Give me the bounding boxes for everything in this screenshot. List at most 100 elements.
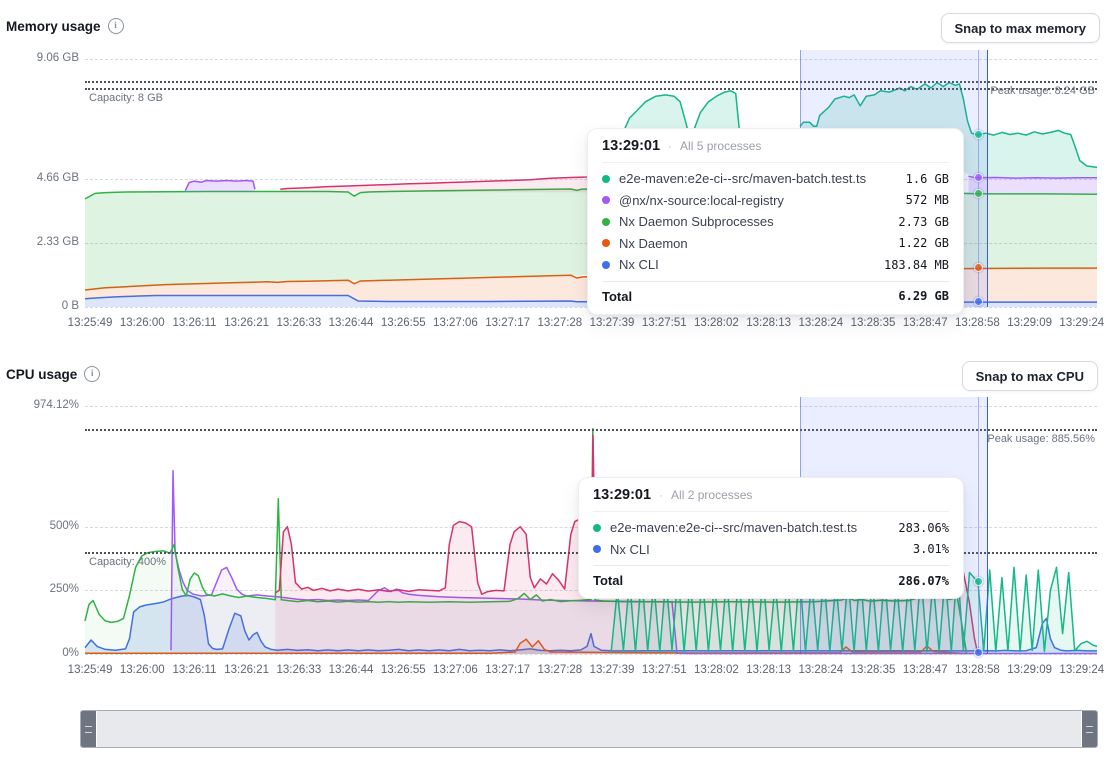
x-axis-label: 13:28:35 <box>850 317 896 329</box>
hover-dot <box>974 188 984 198</box>
tooltip-time: 13:29:01 <box>593 487 652 503</box>
series-color-dot-icon <box>602 239 610 248</box>
series-color-dot-icon <box>593 523 601 532</box>
cpu-header: CPU usage i <box>6 366 101 382</box>
info-icon[interactable]: i <box>84 366 101 382</box>
x-axis-label: 13:26:21 <box>224 317 270 329</box>
x-axis-label: 13:27:06 <box>433 664 478 676</box>
x-axis-label: 13:28:58 <box>955 664 1000 676</box>
series-line--nx-nx-source-local-registry <box>184 179 256 192</box>
x-axis-label: 13:28:13 <box>746 317 791 329</box>
x-axis-label: 13:28:47 <box>902 664 948 676</box>
tooltip-row: @nx/nx-source:local-registry 572 MB <box>602 190 949 212</box>
series-area-nx-daemon <box>85 639 966 654</box>
y-axis-label: 0% <box>62 647 79 659</box>
x-axis-label: 13:26:11 <box>172 664 217 676</box>
tooltip-total-value: 6.29 GB <box>898 289 949 303</box>
x-axis-label: 13:29:09 <box>1007 317 1052 329</box>
y-axis-label: 500% <box>49 519 79 532</box>
cpu-chart[interactable]: 13:29:01 · All 2 processes e2e-maven:e2e… <box>34 397 1104 676</box>
tooltip-total-row: Total 6.29 GB <box>602 280 949 306</box>
x-axis-label: 13:27:06 <box>433 317 478 329</box>
hover-line <box>974 50 984 307</box>
series-line--nx-nx-source-local-registry <box>170 469 1097 655</box>
x-axis-label: 13:26:55 <box>380 317 426 329</box>
hover-dot <box>974 648 984 658</box>
hover-line <box>974 397 984 658</box>
tooltip-total-label: Total <box>593 573 624 588</box>
x-axis-label: 13:28:02 <box>694 664 739 676</box>
tooltip-rows: e2e-maven:e2e-ci--src/maven-batch.test.t… <box>602 163 949 278</box>
y-axis-label: 4.66 GB <box>36 172 79 185</box>
snap-to-max-cpu-button[interactable]: Snap to max CPU <box>961 361 1098 391</box>
y-axis-label: 9.06 GB <box>36 52 79 64</box>
x-axis-label: 13:26:33 <box>276 664 322 676</box>
hover-dot <box>974 129 984 139</box>
x-axis-label: 13:27:17 <box>485 317 531 329</box>
x-axis-label: 13:27:28 <box>537 317 583 329</box>
grip-icon <box>85 725 92 733</box>
y-axis-label: 250% <box>49 583 79 596</box>
memory-tooltip: 13:29:01 · All 5 processes e2e-maven:e2e… <box>587 128 964 315</box>
tooltip-row: Nx CLI 3.01% <box>593 539 949 561</box>
tooltip-row-label: Nx Daemon <box>619 235 688 251</box>
tooltip-total-value: 286.07% <box>898 573 949 588</box>
tooltip-header: 13:29:01 · All 2 processes <box>593 487 949 512</box>
brush-handle-right[interactable] <box>1081 711 1097 747</box>
tooltip-row-value: 572 MB <box>905 193 949 208</box>
snap-to-max-memory-button[interactable]: Snap to max memory <box>940 13 1100 43</box>
x-axis-label: 13:26:00 <box>119 664 165 676</box>
x-axis-label: 13:27:28 <box>537 664 583 676</box>
x-axis-label: 13:26:00 <box>119 317 165 329</box>
brush-handle-left[interactable] <box>81 711 97 747</box>
tooltip-row-value: 1.6 GB <box>905 171 949 186</box>
x-axis-label: 13:29:24 <box>1059 664 1105 676</box>
series-area--nx-nx-source-local-registry <box>171 470 1097 654</box>
tooltip-row-label: e2e-maven:e2e-ci--src/maven-batch.test.t… <box>610 520 858 536</box>
series-area-nx-cli <box>85 595 1097 654</box>
tooltip-subtitle: All 2 processes <box>671 488 753 502</box>
x-axis-label: 13:26:33 <box>276 317 322 329</box>
x-axis-label: 13:29:24 <box>1059 317 1105 329</box>
x-axis-label: 13:26:44 <box>328 664 374 676</box>
timeline-brush[interactable] <box>80 710 1098 748</box>
x-axis-label: 13:29:09 <box>1007 664 1052 676</box>
peak-usage-line-label: Peak usage: 885.56% <box>987 432 1095 445</box>
cpu-tooltip: 13:29:01 · All 2 processes e2e-maven:e2e… <box>578 477 964 599</box>
cpu-usage-title: CPU usage <box>6 366 78 382</box>
tooltip-separator: · <box>659 488 664 502</box>
tooltip-row-label: e2e-maven:e2e-ci--src/maven-batch.test.t… <box>619 171 867 187</box>
x-axis-label: 13:28:13 <box>746 664 791 676</box>
capacity-line <box>85 88 1097 90</box>
tooltip-row-value: 283.06% <box>898 520 949 535</box>
peak-usage-line <box>85 81 1097 84</box>
tooltip-row: e2e-maven:e2e-ci--src/maven-batch.test.t… <box>602 168 949 190</box>
series-color-dot-icon <box>602 217 610 226</box>
series-color-dot-icon <box>593 545 601 554</box>
tooltip-header: 13:29:01 · All 5 processes <box>602 138 949 163</box>
tooltip-row-value: 183.84 MB <box>883 257 949 272</box>
x-axis-label: 13:28:35 <box>850 664 896 676</box>
memory-chart[interactable]: 13:29:01 · All 5 processes e2e-maven:e2e… <box>37 50 1104 329</box>
tooltip-row: Nx Daemon 1.22 GB <box>602 233 949 255</box>
x-axis-label: 13:28:58 <box>955 317 1000 329</box>
x-axis-label: 13:25:49 <box>67 317 113 329</box>
x-axis-label: 13:26:44 <box>328 317 374 329</box>
x-axis-label: 13:26:21 <box>224 664 270 676</box>
chart-series-canvas <box>84 427 1098 655</box>
x-axis-label: 13:27:17 <box>485 664 531 676</box>
series-color-dot-icon <box>602 196 610 205</box>
hover-dot <box>974 576 984 586</box>
series-area--nx-nx-source-local-registry <box>185 180 255 192</box>
tooltip-total-row: Total 286.07% <box>593 565 949 590</box>
x-axis-label: 13:28:47 <box>902 317 948 329</box>
series-line-e2e-maven-e2e-ci-src-maven-batch-test-ts <box>610 564 1098 653</box>
grip-icon <box>1086 725 1093 733</box>
tooltip-separator: · <box>668 139 673 153</box>
series-area-nx-daemon-subprocesses <box>85 428 967 654</box>
x-axis-label: 13:26:55 <box>380 664 426 676</box>
info-icon[interactable]: i <box>107 18 124 34</box>
x-axis-label: 13:27:39 <box>589 664 635 676</box>
series-line-e2e-maven-e2e-ci-src-maven-batch-test-ts <box>799 81 1098 169</box>
tooltip-time: 13:29:01 <box>602 138 661 154</box>
